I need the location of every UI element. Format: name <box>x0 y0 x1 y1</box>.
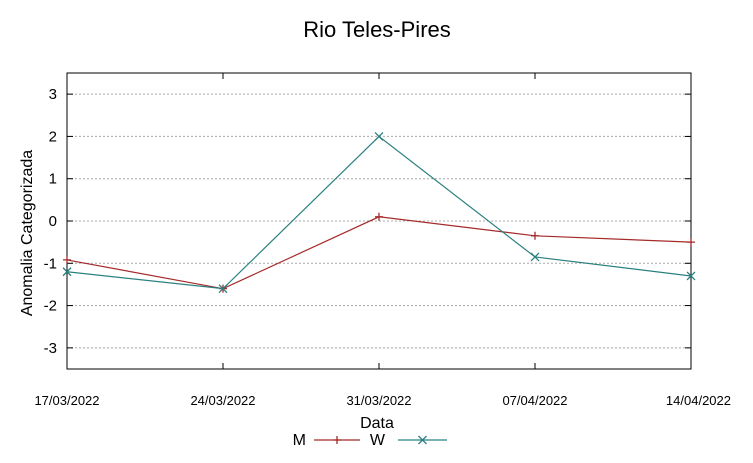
series-w <box>62 131 696 294</box>
legend-marker-w <box>418 435 427 445</box>
x-axis: 17/03/2022 24/03/2022 31/03/2022 07/04/2022… <box>34 73 731 408</box>
grid <box>67 93 691 349</box>
data-point-w <box>62 267 72 277</box>
data-point-w <box>218 284 228 294</box>
data-point-m <box>531 231 539 240</box>
x-tick-label: 24/03/2022 <box>190 393 255 408</box>
x-tick-label: 31/03/2022 <box>346 393 411 408</box>
x-axis-label: Data <box>360 415 394 432</box>
y-tick-label: 1 <box>49 171 57 188</box>
legend-label-w: W <box>370 432 386 449</box>
y-tick-label: 3 <box>49 86 57 103</box>
x-tick-label: 17/03/2022 <box>34 393 99 408</box>
chart-title: Rio Teles-Pires <box>303 17 451 42</box>
series-line-m <box>66 216 692 290</box>
y-tick-label: -3 <box>44 340 57 357</box>
y-tick-label: 2 <box>49 128 57 145</box>
y-axis: -3 -2 -1 0 1 2 3 <box>44 86 691 357</box>
data-point-m <box>375 212 383 221</box>
y-tick-label: -2 <box>44 298 57 315</box>
data-point-m <box>63 255 71 264</box>
data-point-w <box>686 271 696 281</box>
data-point-m <box>687 238 695 247</box>
y-axis-label: Anomalia Categorizada <box>19 150 36 316</box>
legend-marker-m <box>333 436 341 444</box>
y-tick-label: -1 <box>44 255 57 272</box>
data-point-w <box>530 252 540 262</box>
x-tick-label: 14/04/2022 <box>666 393 731 408</box>
data-point-w <box>374 131 384 141</box>
series-layer <box>62 131 696 294</box>
x-tick-label: 07/04/2022 <box>502 393 567 408</box>
series-m <box>63 212 695 293</box>
y-tick-label: 0 <box>49 213 57 230</box>
series-line-w <box>66 135 692 290</box>
legend-label-m: M <box>293 432 306 449</box>
